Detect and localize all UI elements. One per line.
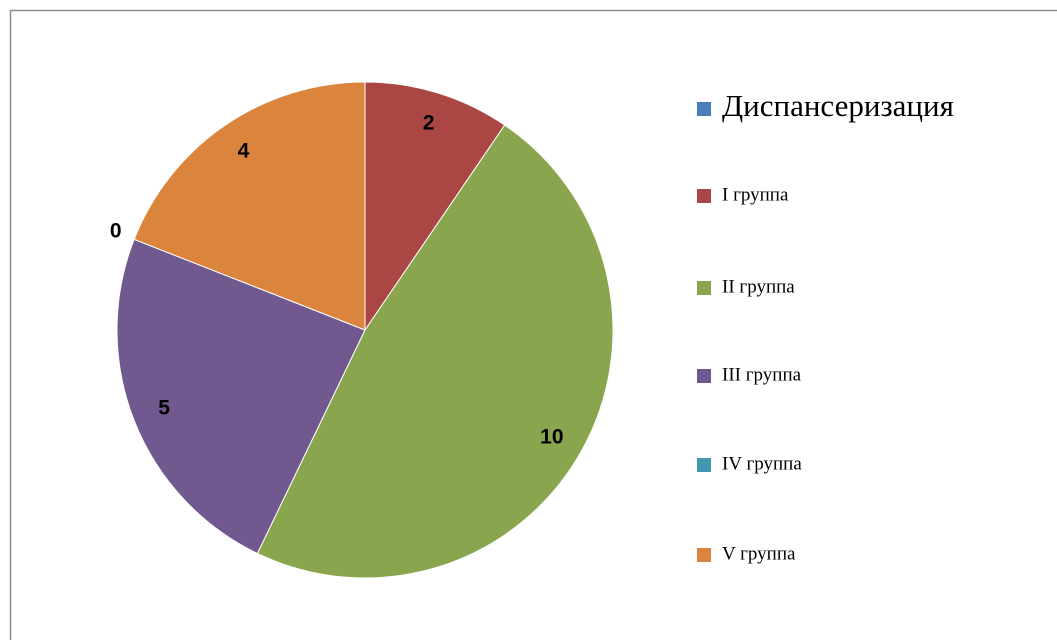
legend-label: III группа <box>722 364 802 385</box>
data-label: 2 <box>423 111 435 134</box>
data-label: 4 <box>238 139 250 162</box>
legend-label: II группа <box>722 276 795 297</box>
pie-slice <box>116 238 366 555</box>
legend-label: IV группа <box>722 453 802 474</box>
legend-swatch <box>697 548 711 562</box>
pie-slice <box>133 81 366 331</box>
legend-swatch <box>697 281 711 295</box>
legend-label: I группа <box>722 184 789 205</box>
legend-swatch <box>697 102 711 116</box>
legend-swatch <box>697 369 711 383</box>
legend-label: V группа <box>722 543 796 564</box>
data-label: 5 <box>158 396 170 419</box>
legend-swatch <box>697 458 711 472</box>
pie-slice <box>364 81 506 332</box>
data-label: 0 <box>110 220 122 243</box>
legend-swatch <box>697 189 711 203</box>
legend-label: Диспансеризация <box>722 88 954 123</box>
pie-slice <box>256 124 614 579</box>
data-label: 10 <box>540 425 563 448</box>
